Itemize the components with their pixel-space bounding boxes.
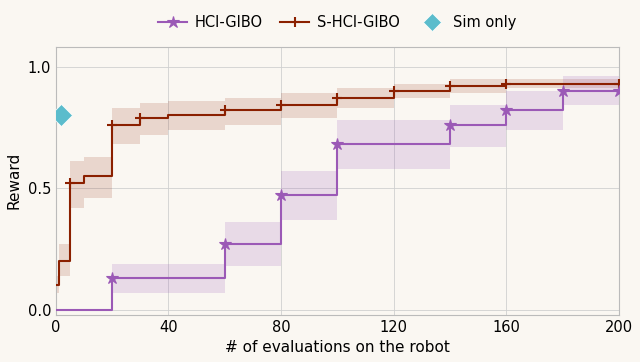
Legend: HCI-GIBO, S-HCI-GIBO, Sim only: HCI-GIBO, S-HCI-GIBO, Sim only xyxy=(152,9,523,35)
Y-axis label: Reward: Reward xyxy=(7,152,22,210)
X-axis label: # of evaluations on the robot: # of evaluations on the robot xyxy=(225,340,450,355)
